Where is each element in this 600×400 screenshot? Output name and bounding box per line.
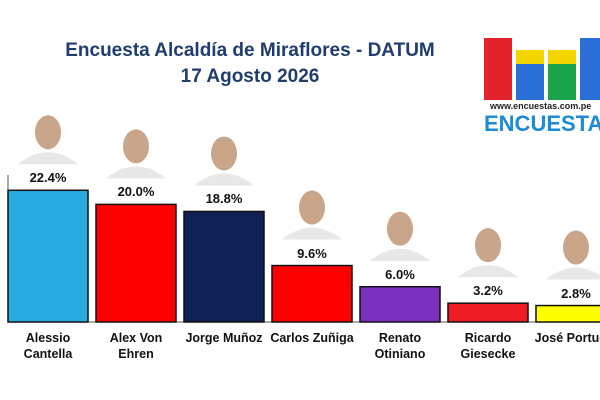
x-tick-label: Jorge Muñoz [185,331,263,345]
x-tick-label: José Portugal [534,331,600,345]
photo-head [299,190,325,225]
photo-body [106,166,166,179]
value-label: 9.6% [297,245,327,261]
candidate-photos [18,115,600,280]
value-label: 22.4% [29,170,67,186]
photo-body [282,227,342,240]
photo-head [563,230,589,265]
value-label: 2.8% [561,285,591,301]
photo-head [387,211,413,246]
photo-head [211,136,237,171]
logo [484,38,600,100]
value-label: 6.0% [385,266,415,282]
logo-url: www.encuestas.com.pe [490,101,592,111]
bar [447,302,529,323]
photo-body [194,173,254,186]
x-tick-label: Alessio Cantella [23,331,73,361]
bar [535,304,600,323]
photo-body [458,265,518,278]
value-label: 20.0% [117,184,155,200]
bar [7,189,89,323]
x-tick-label: Renato Otiniano [374,331,426,361]
photo-body [370,248,430,261]
bar [271,264,353,323]
x-tick-label: Alex Von Ehren [109,331,163,361]
bar [183,210,265,323]
chart-title: Encuesta Alcaldía de Miraflores - DATUM [65,40,435,61]
bar [359,285,441,323]
logo-text: ENCUESTAS [484,111,600,136]
bar [95,203,177,323]
photo-head [35,115,61,150]
chart-subtitle: 17 Agosto 2026 [180,66,320,87]
photo-body [546,267,600,280]
value-label: 3.2% [473,283,503,299]
x-tick-label: Carlos Zuñiga [270,331,354,345]
photo-head [475,228,501,263]
photo-head [123,129,149,164]
value-label: 18.8% [205,191,243,207]
x-tick-label: Ricardo Giesecke [460,331,516,361]
photo-body [18,152,78,165]
